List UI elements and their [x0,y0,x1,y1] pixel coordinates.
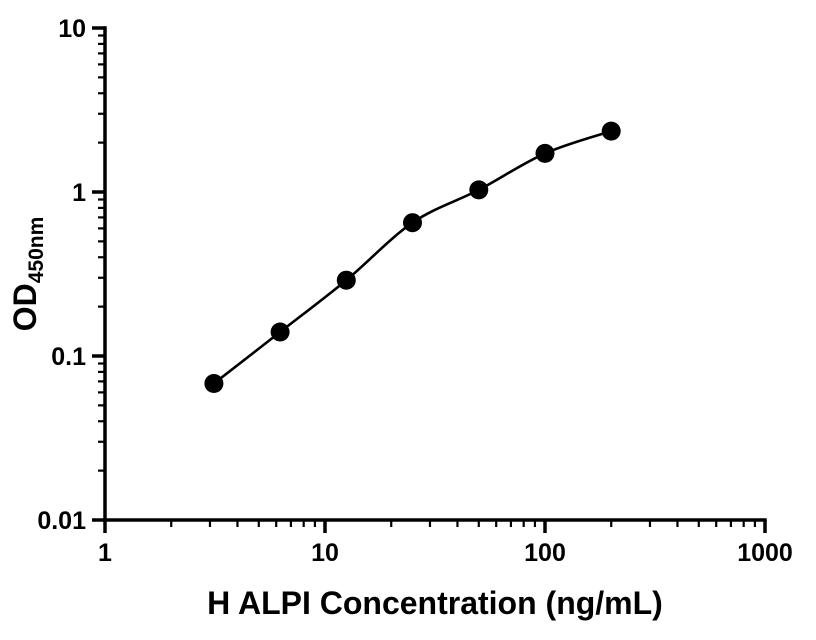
y-tick-label: 1 [72,179,86,207]
data-point [204,374,224,393]
data-point [601,121,621,141]
data-point [469,180,489,200]
data-point [535,143,555,163]
y-axis-title-subscript: 450nm [25,217,48,284]
x-tick-label: 10 [311,539,339,567]
x-tick-label: 1 [98,539,112,567]
y-tick-label: 0.1 [51,343,86,371]
axes [103,26,767,522]
curve-fit-line [213,129,612,385]
x-axis-title: H ALPI Concentration (ng/mL) [207,585,663,621]
y-axis-title-main: OD [7,283,43,331]
y-axis-title: OD450nm [7,217,48,332]
data-point [403,213,422,233]
data-point [270,322,290,342]
y-tick-label: 10 [58,15,86,43]
y-tick-label: 0.01 [37,507,86,535]
x-tick-label: 100 [524,539,566,567]
data-point [336,270,356,290]
x-tick-label: 1000 [737,539,793,567]
plot-area: 1 10 100 1000 0.01 0.1 1 10 [37,15,792,567]
